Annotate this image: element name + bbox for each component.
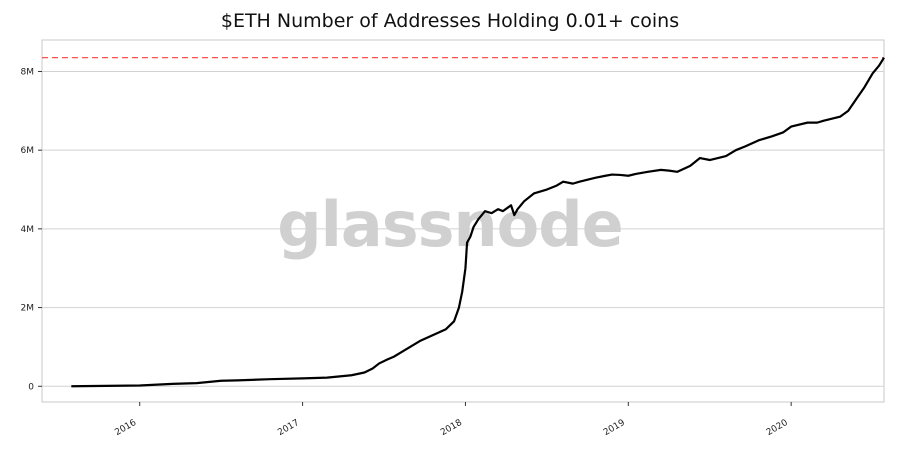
series-line-addresses	[71, 57, 885, 388]
x-tick-label-1: 2017	[276, 418, 301, 438]
y-tick-label-0: 0	[28, 382, 34, 392]
x-tick-label-4: 2020	[765, 418, 790, 438]
y-tick-label-2: 4M	[21, 225, 35, 235]
y-axis: 0 2M 4M 6M 8M	[21, 67, 42, 392]
gridlines	[42, 70, 884, 387]
plot-area-frame	[41, 39, 885, 403]
x-tick-label-2: 2018	[439, 418, 464, 438]
chart-title: $ETH Number of Addresses Holding 0.01+ c…	[220, 10, 680, 32]
y-tick-label-1: 2M	[21, 304, 35, 314]
y-tick-label-4: 8M	[21, 67, 35, 77]
x-axis: 2016 2017 2018 2019 2020	[113, 402, 792, 438]
x-tick-label-3: 2019	[602, 418, 627, 438]
y-tick-label-3: 6M	[21, 146, 35, 156]
watermark-glassnode: glassnode	[277, 188, 622, 261]
x-tick-label-0: 2016	[113, 418, 138, 438]
